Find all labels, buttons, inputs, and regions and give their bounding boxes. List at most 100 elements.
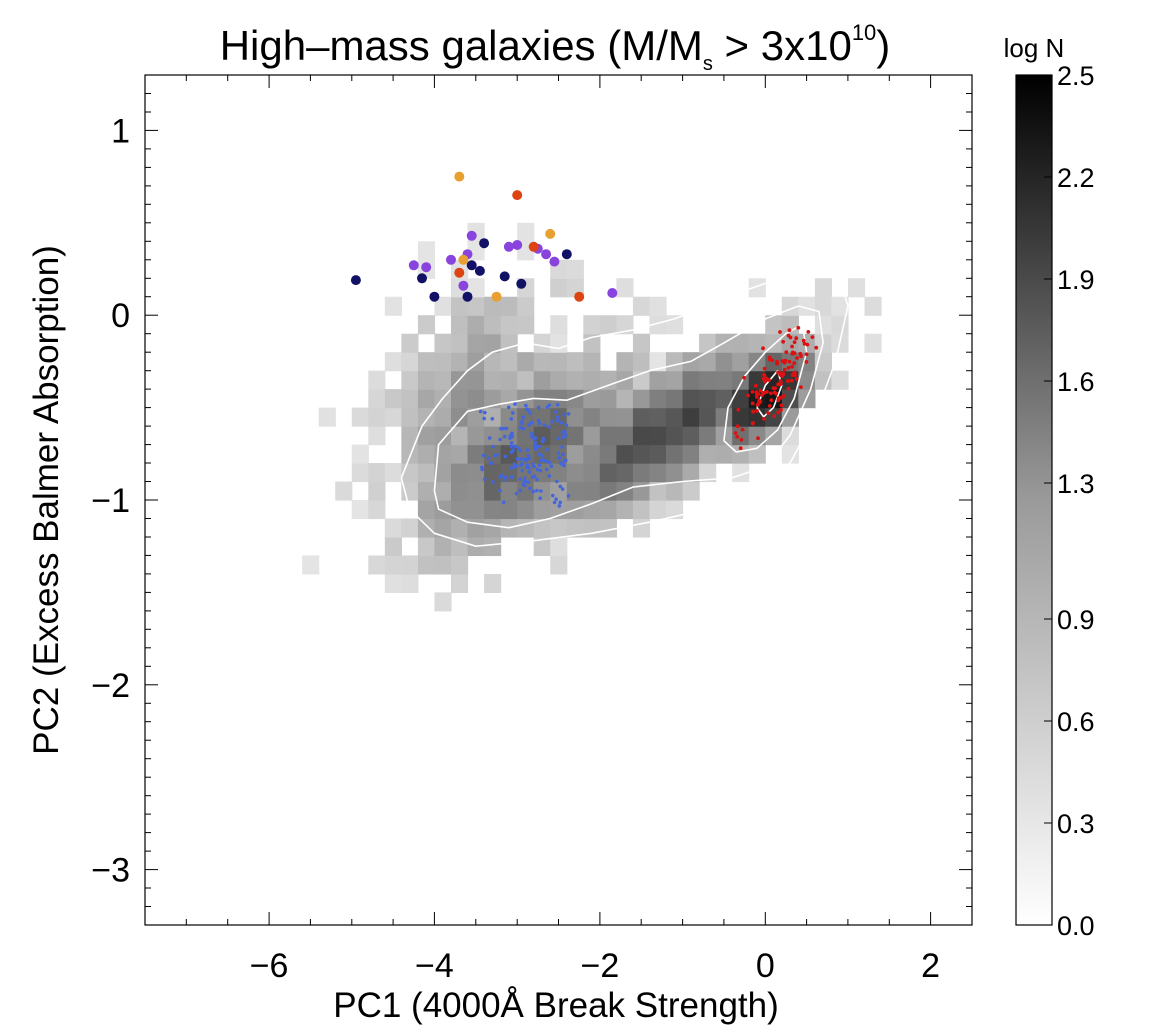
blue-point [558, 484, 563, 489]
blue-point [537, 463, 542, 468]
heatmap-cell [649, 500, 667, 520]
heatmap-cell [732, 333, 750, 353]
heatmap-cell [566, 352, 584, 372]
heatmap-cell [550, 278, 568, 298]
blue-cluster-points [478, 402, 571, 508]
blue-point [513, 402, 517, 406]
heatmap-cell [599, 463, 617, 483]
heatmap-cell [682, 426, 700, 446]
red-point [790, 364, 795, 369]
heatmap-cell [566, 407, 584, 427]
heatmap-cell [517, 352, 535, 372]
contour-outer [400, 258, 849, 548]
heatmap-cell [368, 426, 386, 446]
heatmap-cell [666, 444, 684, 464]
heatmap-cell [550, 463, 568, 483]
y-tick-label: 1 [111, 112, 130, 150]
blue-point [549, 464, 554, 468]
heatmap-cell [484, 426, 502, 446]
heatmap-cell [401, 518, 419, 538]
heatmap-cell [616, 426, 634, 446]
blue-point [537, 452, 542, 457]
heatmap-cell [384, 573, 402, 593]
red-point [804, 360, 809, 364]
heatmap-cell [450, 426, 469, 446]
heatmap-cell [450, 333, 469, 353]
galaxy-point [561, 249, 572, 260]
heatmap-cell [666, 370, 684, 390]
heatmap-cell [450, 296, 469, 316]
heatmap-cell [533, 407, 551, 427]
blue-point [538, 496, 542, 501]
heatmap-cell [831, 370, 849, 390]
blue-point [545, 405, 550, 410]
blue-point [521, 482, 525, 487]
galaxy-point [458, 254, 469, 265]
heatmap-cell [401, 444, 419, 464]
heatmap-cell [401, 352, 419, 372]
red-point [786, 386, 791, 391]
galaxy-point [549, 256, 560, 267]
heatmap-cell [666, 352, 684, 372]
heatmap-cell [417, 481, 436, 501]
blue-point [510, 475, 514, 479]
blue-point [560, 430, 565, 435]
blue-point [538, 468, 543, 473]
blue-point [480, 465, 484, 470]
heatmap-cell [417, 518, 436, 538]
heatmap-cell [616, 315, 634, 335]
galaxy-point [429, 291, 440, 302]
heatmap-cell [417, 555, 436, 575]
blue-point [561, 452, 565, 457]
red-point [758, 388, 763, 393]
heatmap-cell [302, 555, 320, 575]
blue-point [489, 461, 494, 466]
colorbar-tick-label: 2.5 [1057, 61, 1095, 91]
galaxy-point [454, 171, 465, 182]
red-point [740, 427, 745, 432]
blue-point [509, 450, 514, 455]
heatmap-cell [814, 278, 833, 298]
blue-point [501, 500, 506, 505]
red-point [769, 391, 773, 396]
heatmap-cell [566, 370, 584, 390]
red-point [750, 401, 755, 406]
galaxy-point [499, 271, 510, 282]
heatmap-cell [450, 444, 469, 464]
highlighted-galaxy-points [350, 171, 618, 302]
heatmap-cell [434, 518, 452, 538]
red-point [778, 372, 783, 377]
heatmap-cell [434, 536, 452, 557]
heatmap-cell [351, 407, 369, 427]
heatmap-cell [401, 333, 419, 353]
y-tick-label: −3 [91, 852, 130, 890]
blue-point [487, 436, 492, 440]
heatmap-cell [401, 555, 419, 575]
red-point [735, 434, 740, 439]
red-point [781, 339, 785, 344]
y-tick-label: −1 [91, 482, 130, 520]
blue-point [528, 486, 532, 491]
heatmap-cell [368, 555, 386, 575]
red-point [781, 372, 786, 377]
blue-point [555, 402, 560, 407]
red-point [801, 338, 806, 343]
blue-point [534, 447, 538, 452]
heatmap-cell [550, 389, 568, 409]
heatmap-cell [814, 370, 833, 390]
heatmap-cell [417, 426, 436, 446]
red-point [751, 409, 755, 414]
heatmap-cell [566, 481, 584, 501]
heatmap-cell [384, 555, 402, 575]
red-point [766, 411, 771, 416]
heatmap-cell [632, 518, 651, 538]
red-point [786, 333, 791, 338]
heatmap-cell [467, 333, 485, 353]
heatmap-cell [401, 389, 419, 409]
x-tick-label: −2 [581, 947, 620, 985]
heatmap-cell [649, 352, 667, 372]
heatmap-cell [666, 481, 684, 501]
blue-point [533, 444, 537, 449]
heatmap-cell [318, 407, 336, 427]
heatmap-cell [583, 426, 601, 446]
